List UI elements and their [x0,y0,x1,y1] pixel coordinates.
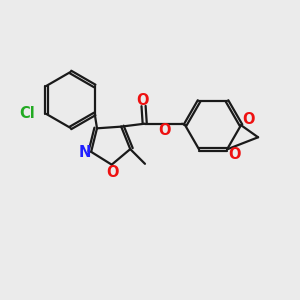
Text: N: N [79,145,92,160]
Text: Cl: Cl [19,106,35,122]
Text: O: O [158,123,171,138]
Text: O: O [136,93,148,108]
Text: O: O [228,147,240,162]
Text: O: O [106,164,118,179]
Text: O: O [242,112,254,128]
